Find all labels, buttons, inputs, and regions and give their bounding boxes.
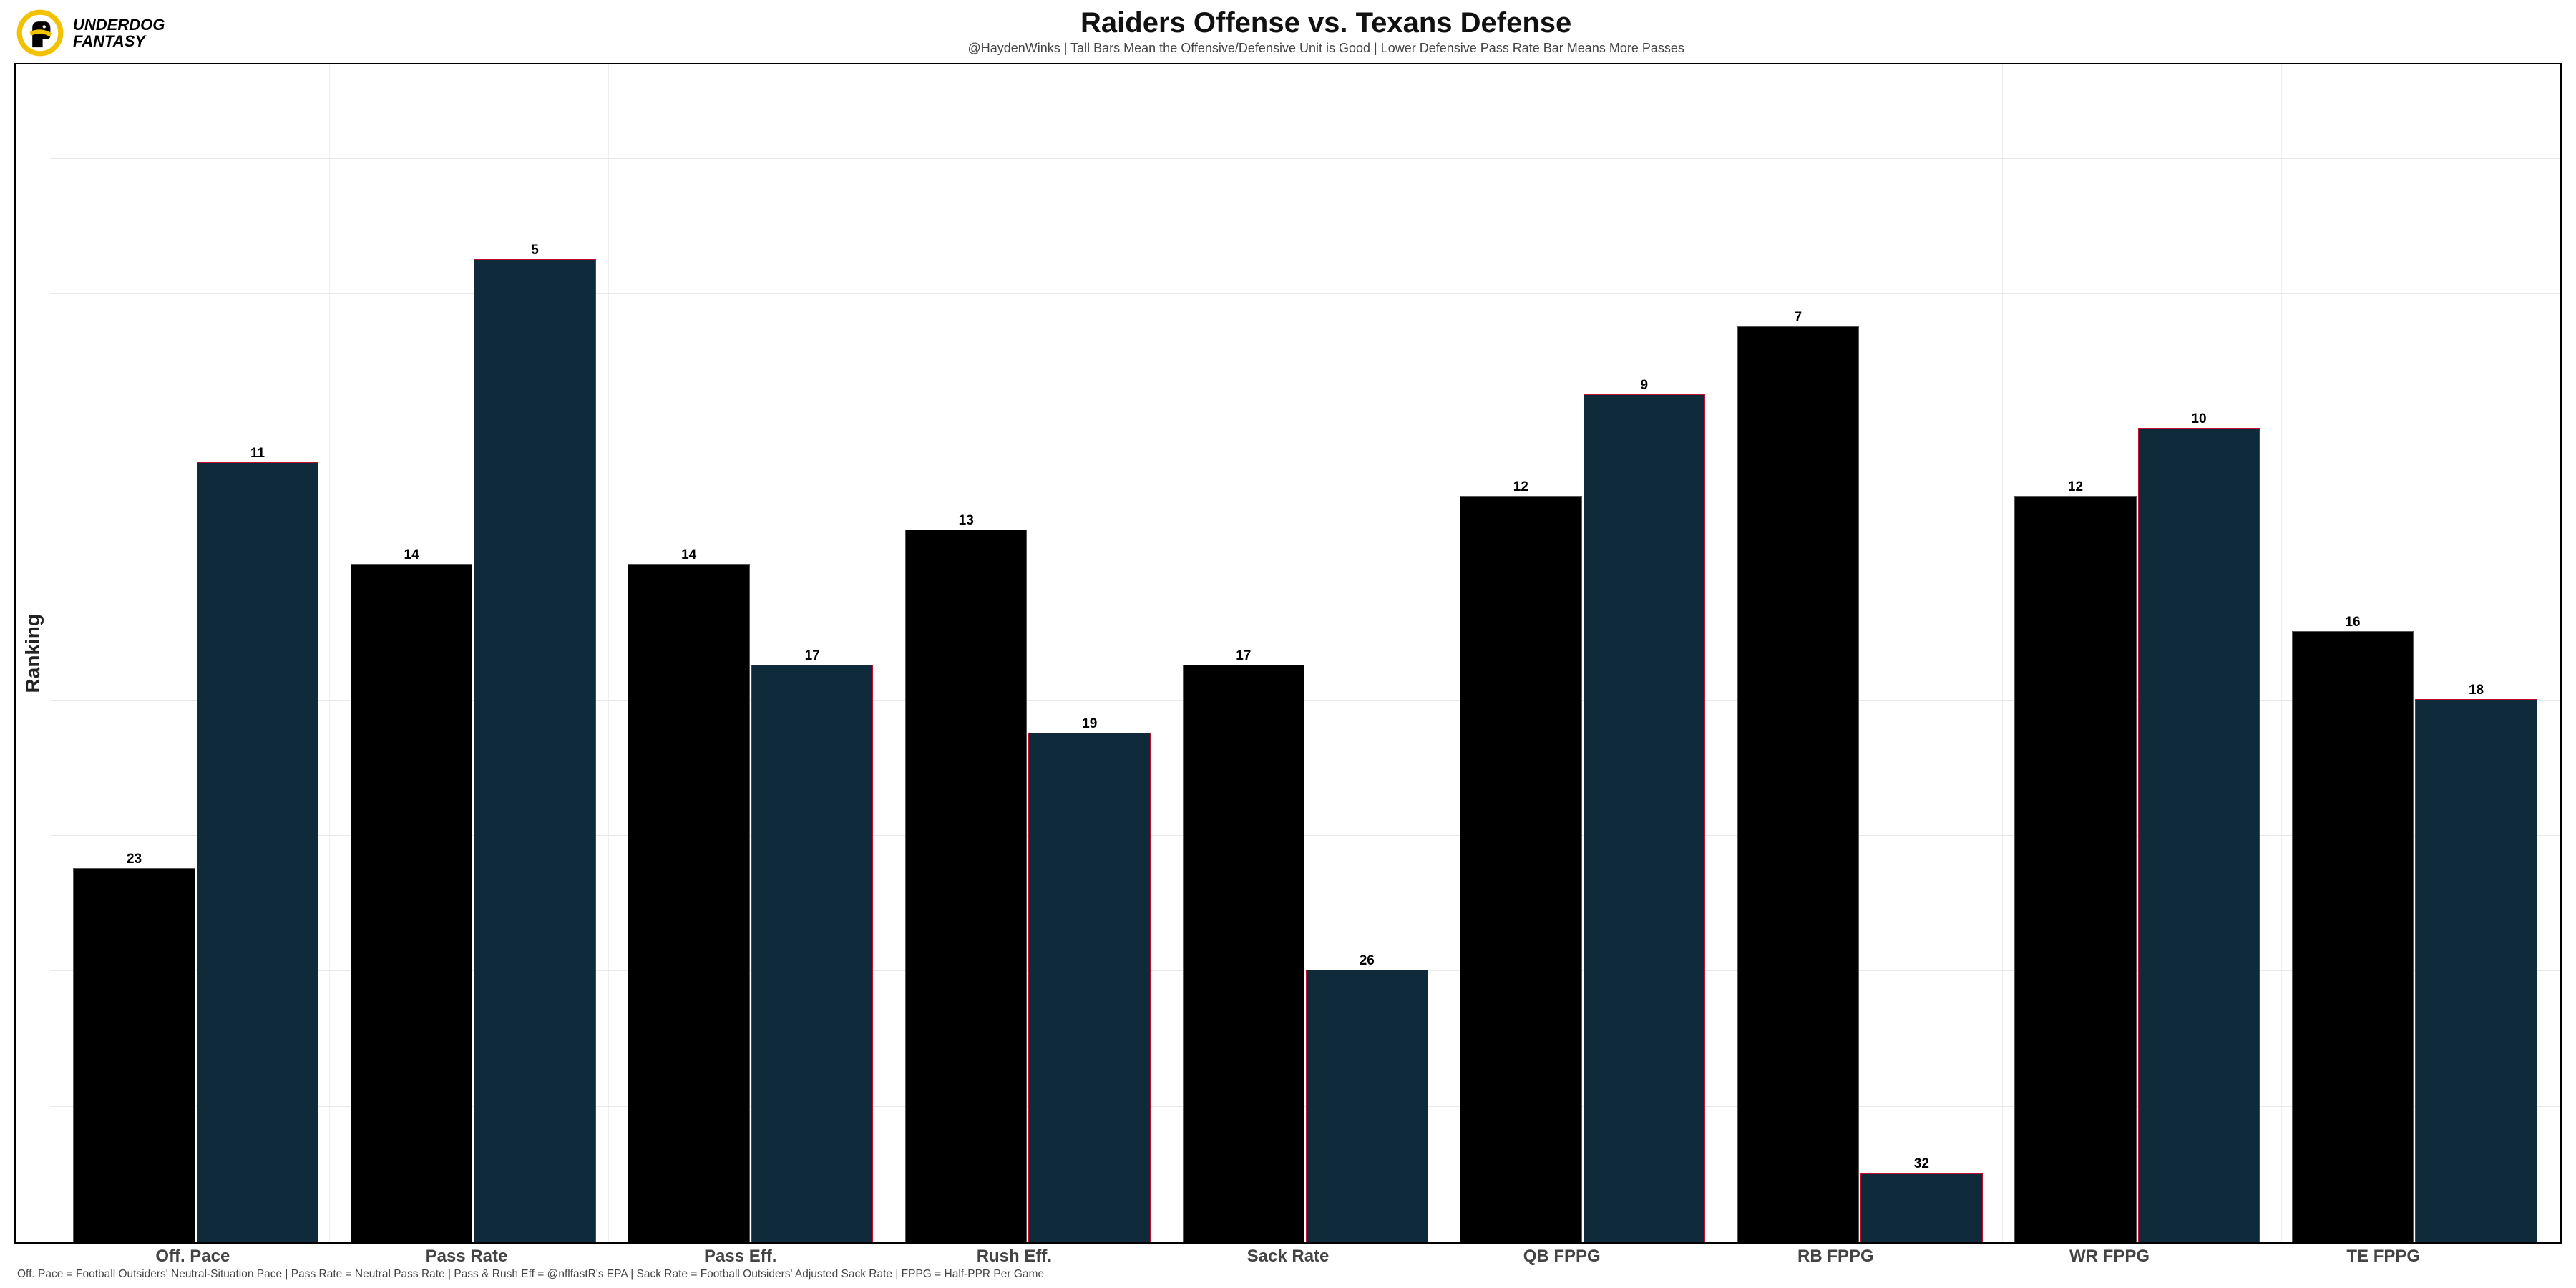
bars-container: 231114514171319172612973212101618	[50, 64, 2560, 1242]
x-tick-label: Pass Rate	[330, 1246, 604, 1267]
bar-group: 2311	[57, 64, 335, 1242]
bar-value-label: 13	[959, 513, 974, 529]
bar-value-label: 12	[2068, 479, 2083, 495]
x-axis: Off. PacePass RatePass Eff.Rush Eff.Sack…	[14, 1246, 2562, 1267]
underdog-logo-icon	[14, 7, 66, 59]
offense-bar: 16	[2292, 631, 2414, 1242]
defense-bar: 18	[2415, 699, 2537, 1242]
offense-bar: 12	[2014, 496, 2137, 1242]
bar-group: 145	[335, 64, 613, 1242]
x-tick-label: Off. Pace	[56, 1246, 330, 1267]
bar-value-label: 19	[1082, 716, 1097, 732]
title-block: Raiders Offense vs. Texans Defense @Hayd…	[133, 7, 2519, 56]
x-tick-label: Rush Eff.	[877, 1246, 1151, 1267]
chart-frame: Ranking 23111451417131917261297321210161…	[14, 63, 2562, 1244]
defense-bar: 19	[1028, 733, 1151, 1242]
x-tick-label: QB FPPG	[1425, 1246, 1699, 1267]
bar-value-label: 12	[1513, 479, 1528, 495]
bar-value-label: 23	[127, 852, 142, 867]
bar-group: 732	[1721, 64, 1999, 1242]
bar-group: 1726	[1166, 64, 1444, 1242]
y-axis-label: Ranking	[16, 614, 50, 693]
bar-value-label: 26	[1360, 953, 1375, 969]
offense-bar: 12	[1460, 496, 1582, 1242]
bar-group: 1417	[612, 64, 889, 1242]
chart-footnote: Off. Pace = Football Outsiders' Neutral-…	[14, 1268, 2562, 1281]
x-tick-label: Pass Eff.	[603, 1246, 877, 1267]
defense-bar: 32	[1860, 1173, 1983, 1242]
header: UNDERDOG FANTASY Raiders Offense vs. Tex…	[14, 7, 2562, 59]
x-tick-label: TE FPPG	[2246, 1246, 2520, 1267]
x-tick-label: WR FPPG	[1973, 1246, 2247, 1267]
defense-bar: 26	[1306, 970, 1428, 1242]
offense-bar: 13	[905, 530, 1028, 1242]
bar-value-label: 17	[1236, 648, 1251, 664]
chart-subtitle: @HaydenWinks | Tall Bars Mean the Offens…	[133, 41, 2519, 56]
bar-value-label: 10	[2191, 411, 2206, 427]
bar-value-label: 32	[1914, 1156, 1929, 1172]
bar-group: 1618	[2276, 64, 2554, 1242]
offense-bar: 14	[351, 564, 473, 1243]
bar-value-label: 18	[2469, 683, 2484, 698]
defense-bar: 10	[2138, 428, 2260, 1242]
bar-value-label: 17	[805, 648, 820, 664]
defense-bar: 11	[197, 462, 319, 1242]
offense-bar: 14	[628, 564, 750, 1243]
bar-value-label: 14	[404, 547, 419, 563]
defense-bar: 17	[751, 665, 874, 1242]
offense-bar: 7	[1737, 326, 1860, 1242]
defense-bar: 9	[1584, 394, 1706, 1242]
defense-bar: 5	[474, 259, 596, 1242]
x-tick-label: RB FPPG	[1699, 1246, 1973, 1267]
offense-bar: 17	[1183, 665, 1305, 1242]
offense-bar: 23	[73, 868, 195, 1242]
bar-group: 129	[1444, 64, 1722, 1242]
bar-group: 1319	[889, 64, 1167, 1242]
bar-value-label: 5	[531, 243, 539, 258]
x-tick-label: Sack Rate	[1151, 1246, 1425, 1267]
bar-value-label: 16	[2345, 615, 2360, 630]
plot-area: 231114514171319172612973212101618	[50, 64, 2560, 1242]
bar-value-label: 14	[681, 547, 696, 563]
chart-title: Raiders Offense vs. Texans Defense	[133, 7, 2519, 39]
bar-group: 1210	[1999, 64, 2276, 1242]
bar-value-label: 9	[1641, 378, 1649, 394]
bar-value-label: 11	[250, 446, 265, 462]
bar-value-label: 7	[1795, 310, 1802, 326]
